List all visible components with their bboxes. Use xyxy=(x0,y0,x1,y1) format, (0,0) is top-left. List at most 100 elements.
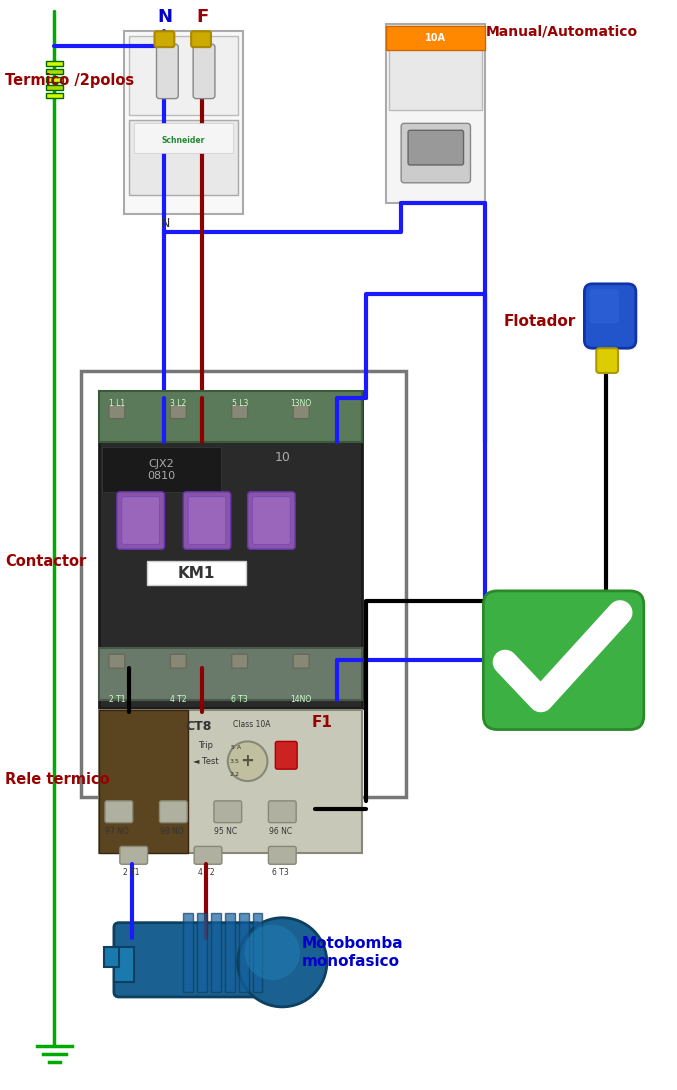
Circle shape xyxy=(228,741,267,782)
Text: 96 NC: 96 NC xyxy=(269,826,292,836)
Text: N: N xyxy=(160,218,170,230)
Bar xyxy=(45,76,64,82)
Bar xyxy=(99,649,362,700)
FancyBboxPatch shape xyxy=(408,131,464,165)
Text: CJX2
0810: CJX2 0810 xyxy=(148,459,175,481)
FancyBboxPatch shape xyxy=(120,847,148,864)
Circle shape xyxy=(238,918,327,1007)
Bar xyxy=(134,123,233,153)
Bar xyxy=(129,120,238,195)
Text: 1 L1: 1 L1 xyxy=(109,399,125,408)
FancyBboxPatch shape xyxy=(248,492,295,549)
Text: +: + xyxy=(241,752,255,771)
Text: 14NO: 14NO xyxy=(290,694,311,704)
Text: Manual/Automatico: Manual/Automatico xyxy=(485,24,638,38)
FancyBboxPatch shape xyxy=(293,654,309,668)
Text: 2 T1: 2 T1 xyxy=(108,694,125,704)
FancyBboxPatch shape xyxy=(193,44,215,98)
Bar xyxy=(104,947,119,967)
Text: KM1: KM1 xyxy=(177,566,215,581)
Bar xyxy=(99,391,362,707)
Bar xyxy=(99,710,362,853)
FancyBboxPatch shape xyxy=(293,404,309,419)
Text: CT8: CT8 xyxy=(185,719,211,732)
Bar xyxy=(45,69,64,74)
FancyBboxPatch shape xyxy=(401,123,471,183)
FancyBboxPatch shape xyxy=(276,741,297,770)
FancyBboxPatch shape xyxy=(154,32,174,47)
Text: Flotador: Flotador xyxy=(503,314,575,329)
FancyBboxPatch shape xyxy=(171,404,186,419)
Text: 6 T3: 6 T3 xyxy=(232,694,248,704)
Text: ◄ Test: ◄ Test xyxy=(193,758,219,766)
Text: Termico /2polos: Termico /2polos xyxy=(5,73,134,88)
Bar xyxy=(99,710,188,853)
Text: F1: F1 xyxy=(312,715,333,729)
Bar xyxy=(183,912,193,992)
Bar xyxy=(239,912,248,992)
FancyBboxPatch shape xyxy=(268,801,296,823)
Bar xyxy=(389,26,483,110)
FancyBboxPatch shape xyxy=(268,847,296,864)
FancyBboxPatch shape xyxy=(191,32,211,47)
Text: 2 T1: 2 T1 xyxy=(123,869,140,877)
Text: 10A: 10A xyxy=(425,33,446,44)
Bar xyxy=(129,36,238,116)
Text: 4 T2: 4 T2 xyxy=(170,694,187,704)
Text: Class 10A: Class 10A xyxy=(233,719,270,728)
Bar xyxy=(253,912,263,992)
Text: Motobomba
monofasico: Motobomba monofasico xyxy=(302,936,403,969)
Text: 95 NC: 95 NC xyxy=(214,826,238,836)
Bar xyxy=(387,26,485,50)
Text: 5 L3: 5 L3 xyxy=(232,399,248,408)
Text: Rele termico: Rele termico xyxy=(5,772,110,787)
FancyBboxPatch shape xyxy=(584,283,636,348)
Bar xyxy=(45,61,64,65)
FancyBboxPatch shape xyxy=(483,591,644,729)
Text: 4 T2: 4 T2 xyxy=(198,869,215,877)
Text: Schneider: Schneider xyxy=(162,135,205,145)
FancyBboxPatch shape xyxy=(117,492,165,549)
FancyBboxPatch shape xyxy=(109,654,125,668)
Bar xyxy=(147,561,246,585)
Text: F: F xyxy=(196,9,209,26)
FancyBboxPatch shape xyxy=(171,654,186,668)
Bar xyxy=(197,912,207,992)
Bar xyxy=(211,912,221,992)
Bar xyxy=(124,32,242,215)
Text: 3 L2: 3 L2 xyxy=(170,399,186,408)
Text: 97 NO: 97 NO xyxy=(105,826,129,836)
Bar xyxy=(114,947,134,982)
FancyBboxPatch shape xyxy=(160,801,188,823)
FancyBboxPatch shape xyxy=(109,404,125,419)
Bar xyxy=(225,912,235,992)
Bar xyxy=(99,391,362,443)
Text: 98 NO: 98 NO xyxy=(160,826,183,836)
FancyBboxPatch shape xyxy=(156,44,178,98)
FancyBboxPatch shape xyxy=(214,801,242,823)
Text: 10: 10 xyxy=(274,450,290,463)
Text: 5 A: 5 A xyxy=(231,744,241,750)
Text: Trip: Trip xyxy=(198,741,213,750)
FancyBboxPatch shape xyxy=(188,497,226,544)
FancyBboxPatch shape xyxy=(596,348,618,373)
Text: N: N xyxy=(157,9,172,26)
FancyBboxPatch shape xyxy=(122,497,160,544)
FancyBboxPatch shape xyxy=(194,847,222,864)
Circle shape xyxy=(244,924,300,980)
Bar xyxy=(45,85,64,89)
FancyBboxPatch shape xyxy=(105,801,133,823)
Text: Contactor: Contactor xyxy=(5,554,86,569)
Bar xyxy=(45,93,64,98)
Text: 13NO: 13NO xyxy=(290,399,311,408)
FancyBboxPatch shape xyxy=(232,404,248,419)
FancyBboxPatch shape xyxy=(232,654,248,668)
FancyBboxPatch shape xyxy=(183,492,231,549)
Bar xyxy=(102,447,221,492)
Text: 3.5: 3.5 xyxy=(230,759,240,764)
FancyBboxPatch shape xyxy=(114,922,263,997)
Bar xyxy=(81,371,406,797)
Text: 6 T3: 6 T3 xyxy=(272,869,288,877)
Bar xyxy=(387,24,485,203)
FancyBboxPatch shape xyxy=(590,289,619,324)
